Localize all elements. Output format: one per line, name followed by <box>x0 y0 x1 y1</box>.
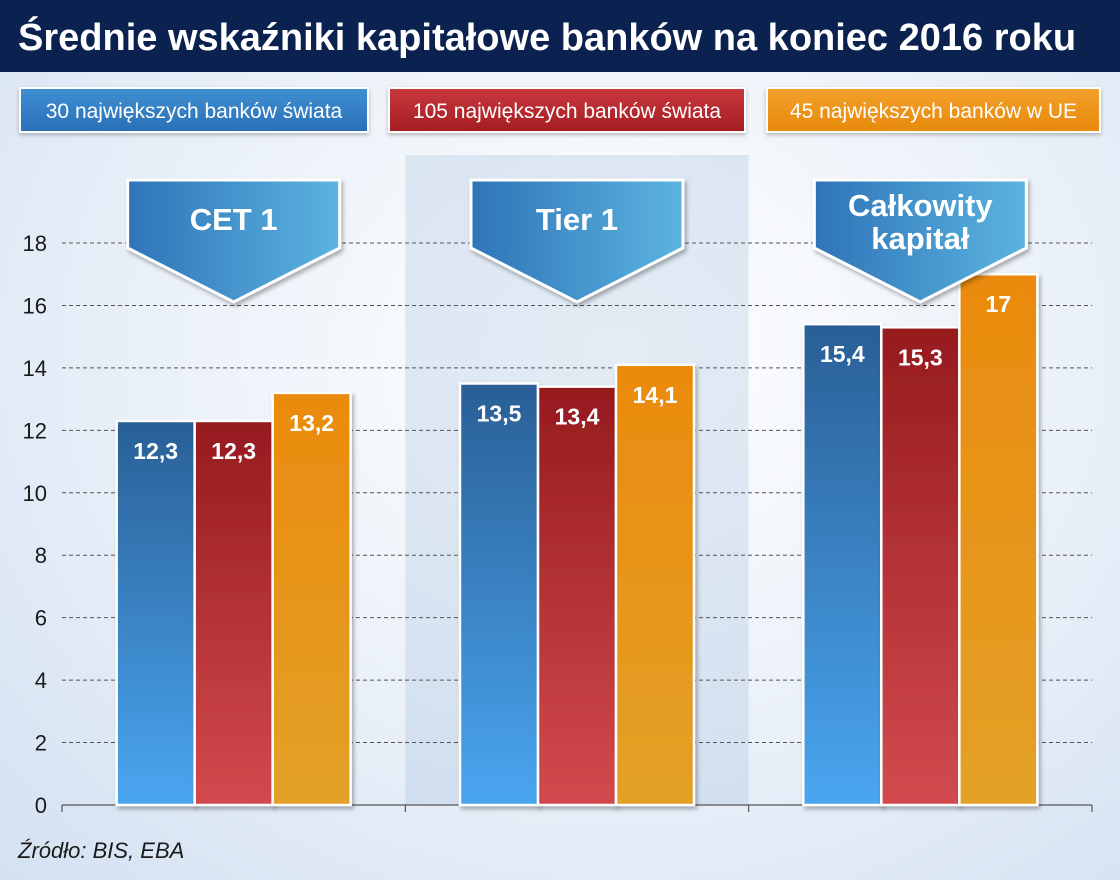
legend-entry-series-1: 30 największych banków świata <box>19 87 369 133</box>
category-banner-label: Tier 1 <box>536 202 618 237</box>
y-tick-label: 8 <box>35 543 47 568</box>
bar-value-label: 12,3 <box>211 438 256 464</box>
y-tick-label: 14 <box>23 356 47 381</box>
bar-series3-2 <box>614 363 696 807</box>
bar-series1-3 <box>802 322 883 807</box>
category-banner <box>812 178 1028 304</box>
bar-value-label: 12,3 <box>133 438 178 464</box>
bar-value-label: 13,5 <box>477 401 522 427</box>
y-tick-label: 12 <box>23 418 47 443</box>
bar-value-label: 15,4 <box>820 341 865 367</box>
y-tick-label: 16 <box>23 293 47 318</box>
y-tick-label: 0 <box>35 793 47 818</box>
bar-series2-3 <box>880 326 961 807</box>
page-title: Średnie wskaźniki kapitałowe banków na k… <box>18 17 1077 59</box>
legend-entry-series-3: 45 największych banków w UE <box>766 87 1101 133</box>
bar-series3-1 <box>271 391 352 807</box>
bar-value-label: 17 <box>986 291 1012 317</box>
y-tick-label: 6 <box>35 606 47 631</box>
y-tick-label: 4 <box>35 668 47 693</box>
bar-value-label: 13,4 <box>555 404 600 430</box>
bar-value-label: 15,3 <box>898 344 943 370</box>
bar-series1-2 <box>458 382 540 807</box>
bar-value-label: 14,1 <box>633 382 678 408</box>
category-banner <box>126 178 342 304</box>
category-banner-label: Całkowity <box>848 188 993 223</box>
bar-series2-2 <box>536 385 618 807</box>
y-tick-label: 2 <box>35 731 47 756</box>
category-banner-label: CET 1 <box>190 202 278 237</box>
category-banner-label: kapitał <box>871 221 970 256</box>
legend-entry-series-2: 105 największych banków świata <box>388 87 746 133</box>
category-banner <box>469 178 685 304</box>
source-note: Źródło: BIS, EBA <box>18 838 185 863</box>
bar-series2-1 <box>193 419 274 807</box>
title-bar: Średnie wskaźniki kapitałowe banków na k… <box>0 0 1120 72</box>
y-tick-label: 18 <box>23 231 47 256</box>
bar-series1-1 <box>115 419 196 807</box>
bar-value-label: 13,2 <box>289 410 334 436</box>
bar-series3-3 <box>958 272 1039 807</box>
y-tick-label: 10 <box>23 481 47 506</box>
